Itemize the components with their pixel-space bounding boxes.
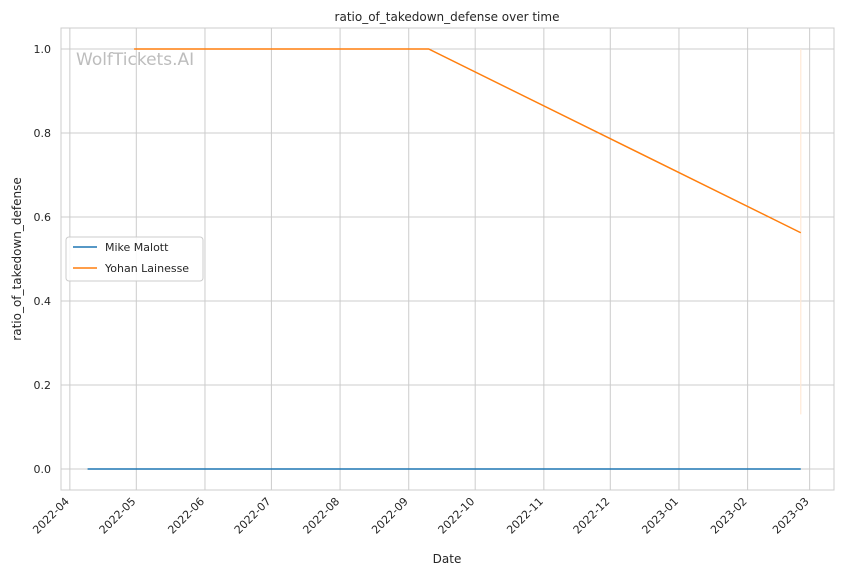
legend-label-mike-malott: Mike Malott [105,241,169,254]
legend-label-yohan-lainesse: Yohan Lainesse [104,262,189,275]
chart-title: ratio_of_takedown_defense over time [335,10,560,24]
series-line-yohan-lainesse [134,48,802,234]
legend-box [65,236,204,282]
legend: Mike Malott Yohan Lainesse [65,236,204,282]
y-tick-label: 0.4 [34,295,52,308]
y-tick-label: 0.8 [34,127,52,140]
y-tick-label: 0.6 [34,211,52,224]
y-tick-label: 1.0 [34,43,52,56]
x-axis-label: Date [433,552,462,566]
y-tick-label: 0.0 [34,463,52,476]
y-tick-label: 0.2 [34,379,52,392]
y-axis-label: ratio_of_takedown_defense [10,177,24,340]
watermark-text: WolfTickets.AI [76,50,194,70]
series-lines [87,48,802,470]
y-axis-ticks: 0.0 0.2 0.4 0.6 0.8 1.0 [34,43,52,476]
plot-area-frame [60,27,835,491]
